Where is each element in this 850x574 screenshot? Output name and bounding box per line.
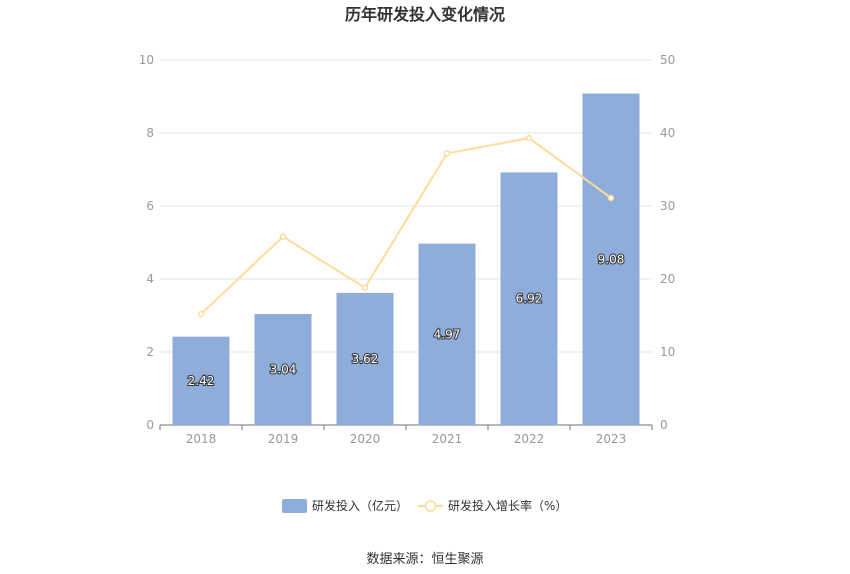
x-tick-label: 2019 [268,432,299,446]
legend-bar-swatch [282,499,307,513]
grid-lines [160,59,652,353]
bar-labels: 2.42 3.04 3.62 4.97 6.92 9.08 [187,251,626,389]
y-axis-left: 0 2 4 6 8 10 [139,53,154,432]
bar [254,314,312,425]
y-left-tick-label: 8 [146,126,154,140]
x-axis: 2018 2019 2020 2021 2022 2023 [159,424,653,446]
y-right-tick-label: 40 [660,126,675,140]
y-right-tick-label: 30 [660,199,675,213]
x-tick-label: 2022 [514,432,545,446]
y-left-tick-label: 10 [139,53,154,67]
line-series [197,134,615,318]
x-tick-label: 2018 [186,432,217,446]
legend: 研发投入（亿元） 研发投入增长率（%） [282,498,567,513]
legend-line-marker [424,500,437,512]
bar-value-label: 3.04 [270,363,297,377]
x-tick-label: 2020 [350,432,381,446]
bar-series [172,93,640,425]
bar [336,292,394,425]
bar [418,243,476,425]
legend-bar-label: 研发投入（亿元） [312,498,408,513]
x-tick-label: 2021 [432,432,463,446]
growth-rate-point [525,134,533,142]
y-left-tick-label: 4 [146,272,154,286]
bar-value-label: 9.08 [598,252,625,266]
growth-rate-point [443,150,451,157]
growth-rate-point [279,233,287,240]
growth-rate-point [197,310,205,318]
y-left-tick-label: 6 [146,199,154,213]
legend-line-label: 研发投入增长率（%） [448,498,567,513]
bar [582,93,640,425]
growth-rate-point [361,284,369,292]
y-right-tick-label: 20 [660,272,675,286]
y-right-tick-label: 10 [660,345,675,359]
bar [500,172,558,425]
y-right-tick-label: 0 [660,418,668,432]
y-right-tick-label: 50 [660,53,675,67]
growth-rate-point [607,194,615,202]
y-left-tick-label: 2 [146,345,154,359]
bar-value-label: 2.42 [188,374,215,388]
y-left-tick-label: 0 [146,418,154,432]
growth-rate-line [200,137,612,315]
x-tick-label: 2023 [596,432,627,446]
data-source: 数据来源：恒生聚源 [366,552,483,567]
chart-title: 历年研发投入变化情况 [345,5,505,24]
y-axis-right: 0 10 20 30 40 50 [660,53,675,432]
bar [172,336,230,425]
bar-value-label: 3.62 [352,352,379,366]
bar-value-label: 4.97 [434,327,461,341]
bar-value-label: 6.92 [516,292,543,306]
